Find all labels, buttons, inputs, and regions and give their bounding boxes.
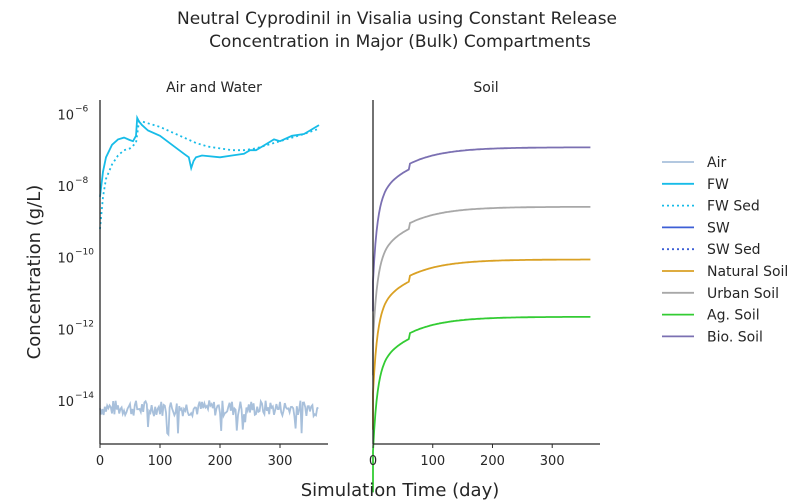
legend-label: Bio. Soil xyxy=(707,329,763,345)
legend-label: Urban Soil xyxy=(707,286,779,302)
series-line-ag-soil xyxy=(372,316,591,493)
legend-label: FW Sed xyxy=(707,199,760,215)
panel-title-soil: Soil xyxy=(473,80,498,96)
figure-title-line1: Neutral Cyprodinil in Visalia using Cons… xyxy=(177,9,617,29)
x-tick-label: 300 xyxy=(268,454,293,469)
legend-label: FW xyxy=(707,177,729,193)
x-tick-label: 0 xyxy=(96,454,104,469)
legend-label: SW xyxy=(707,220,730,236)
legend-label: Ag. Soil xyxy=(707,308,760,324)
series-layer-right xyxy=(372,146,591,493)
y-tick-label: 10 xyxy=(57,395,74,410)
y-tick-exponent: −8 xyxy=(75,176,89,186)
y-tick-exponent: −6 xyxy=(75,104,89,114)
series-line-bio-soil xyxy=(372,146,591,312)
y-tick-exponent: −10 xyxy=(75,248,94,258)
y-tick-exponent: −14 xyxy=(75,391,94,401)
x-tick-label: 200 xyxy=(480,454,505,469)
series-line-urban-soil xyxy=(372,206,591,376)
panel-title-air-water: Air and Water xyxy=(166,80,262,96)
series-layer-left xyxy=(99,114,320,437)
legend-label: Natural Soil xyxy=(707,264,788,280)
x-tick-label: 100 xyxy=(420,454,445,469)
x-ticks-left: 0 100 200 300 xyxy=(96,444,293,469)
series-line-air xyxy=(99,398,319,437)
series-line-natural-soil xyxy=(372,258,591,430)
x-tick-label: 0 xyxy=(369,454,377,469)
x-tick-label: 300 xyxy=(540,454,565,469)
figure-title-line2: Concentration in Major (Bulk) Compartmen… xyxy=(209,32,591,52)
panel-soil: Soil 0 100 200 300 xyxy=(369,80,600,493)
y-tick-exponent: −12 xyxy=(75,319,94,329)
y-tick-label: 10 xyxy=(57,323,74,338)
x-axis-label: Simulation Time (day) xyxy=(301,480,500,500)
y-tick-label: 10 xyxy=(57,108,74,123)
x-tick-label: 200 xyxy=(208,454,233,469)
y-tick-label: 10 xyxy=(57,180,74,195)
legend-label: Air xyxy=(707,155,726,171)
legend: Air FW FW Sed SW SW Sed Natural Soil Urban Soi… xyxy=(662,155,788,345)
y-tick-label: 10 xyxy=(57,252,74,267)
x-ticks-right: 0 100 200 300 xyxy=(369,444,565,469)
series-line-fw xyxy=(99,114,320,197)
y-axis-label: Concentration (g/L) xyxy=(24,185,45,360)
x-tick-label: 100 xyxy=(148,454,173,469)
legend-label: SW Sed xyxy=(707,242,761,258)
